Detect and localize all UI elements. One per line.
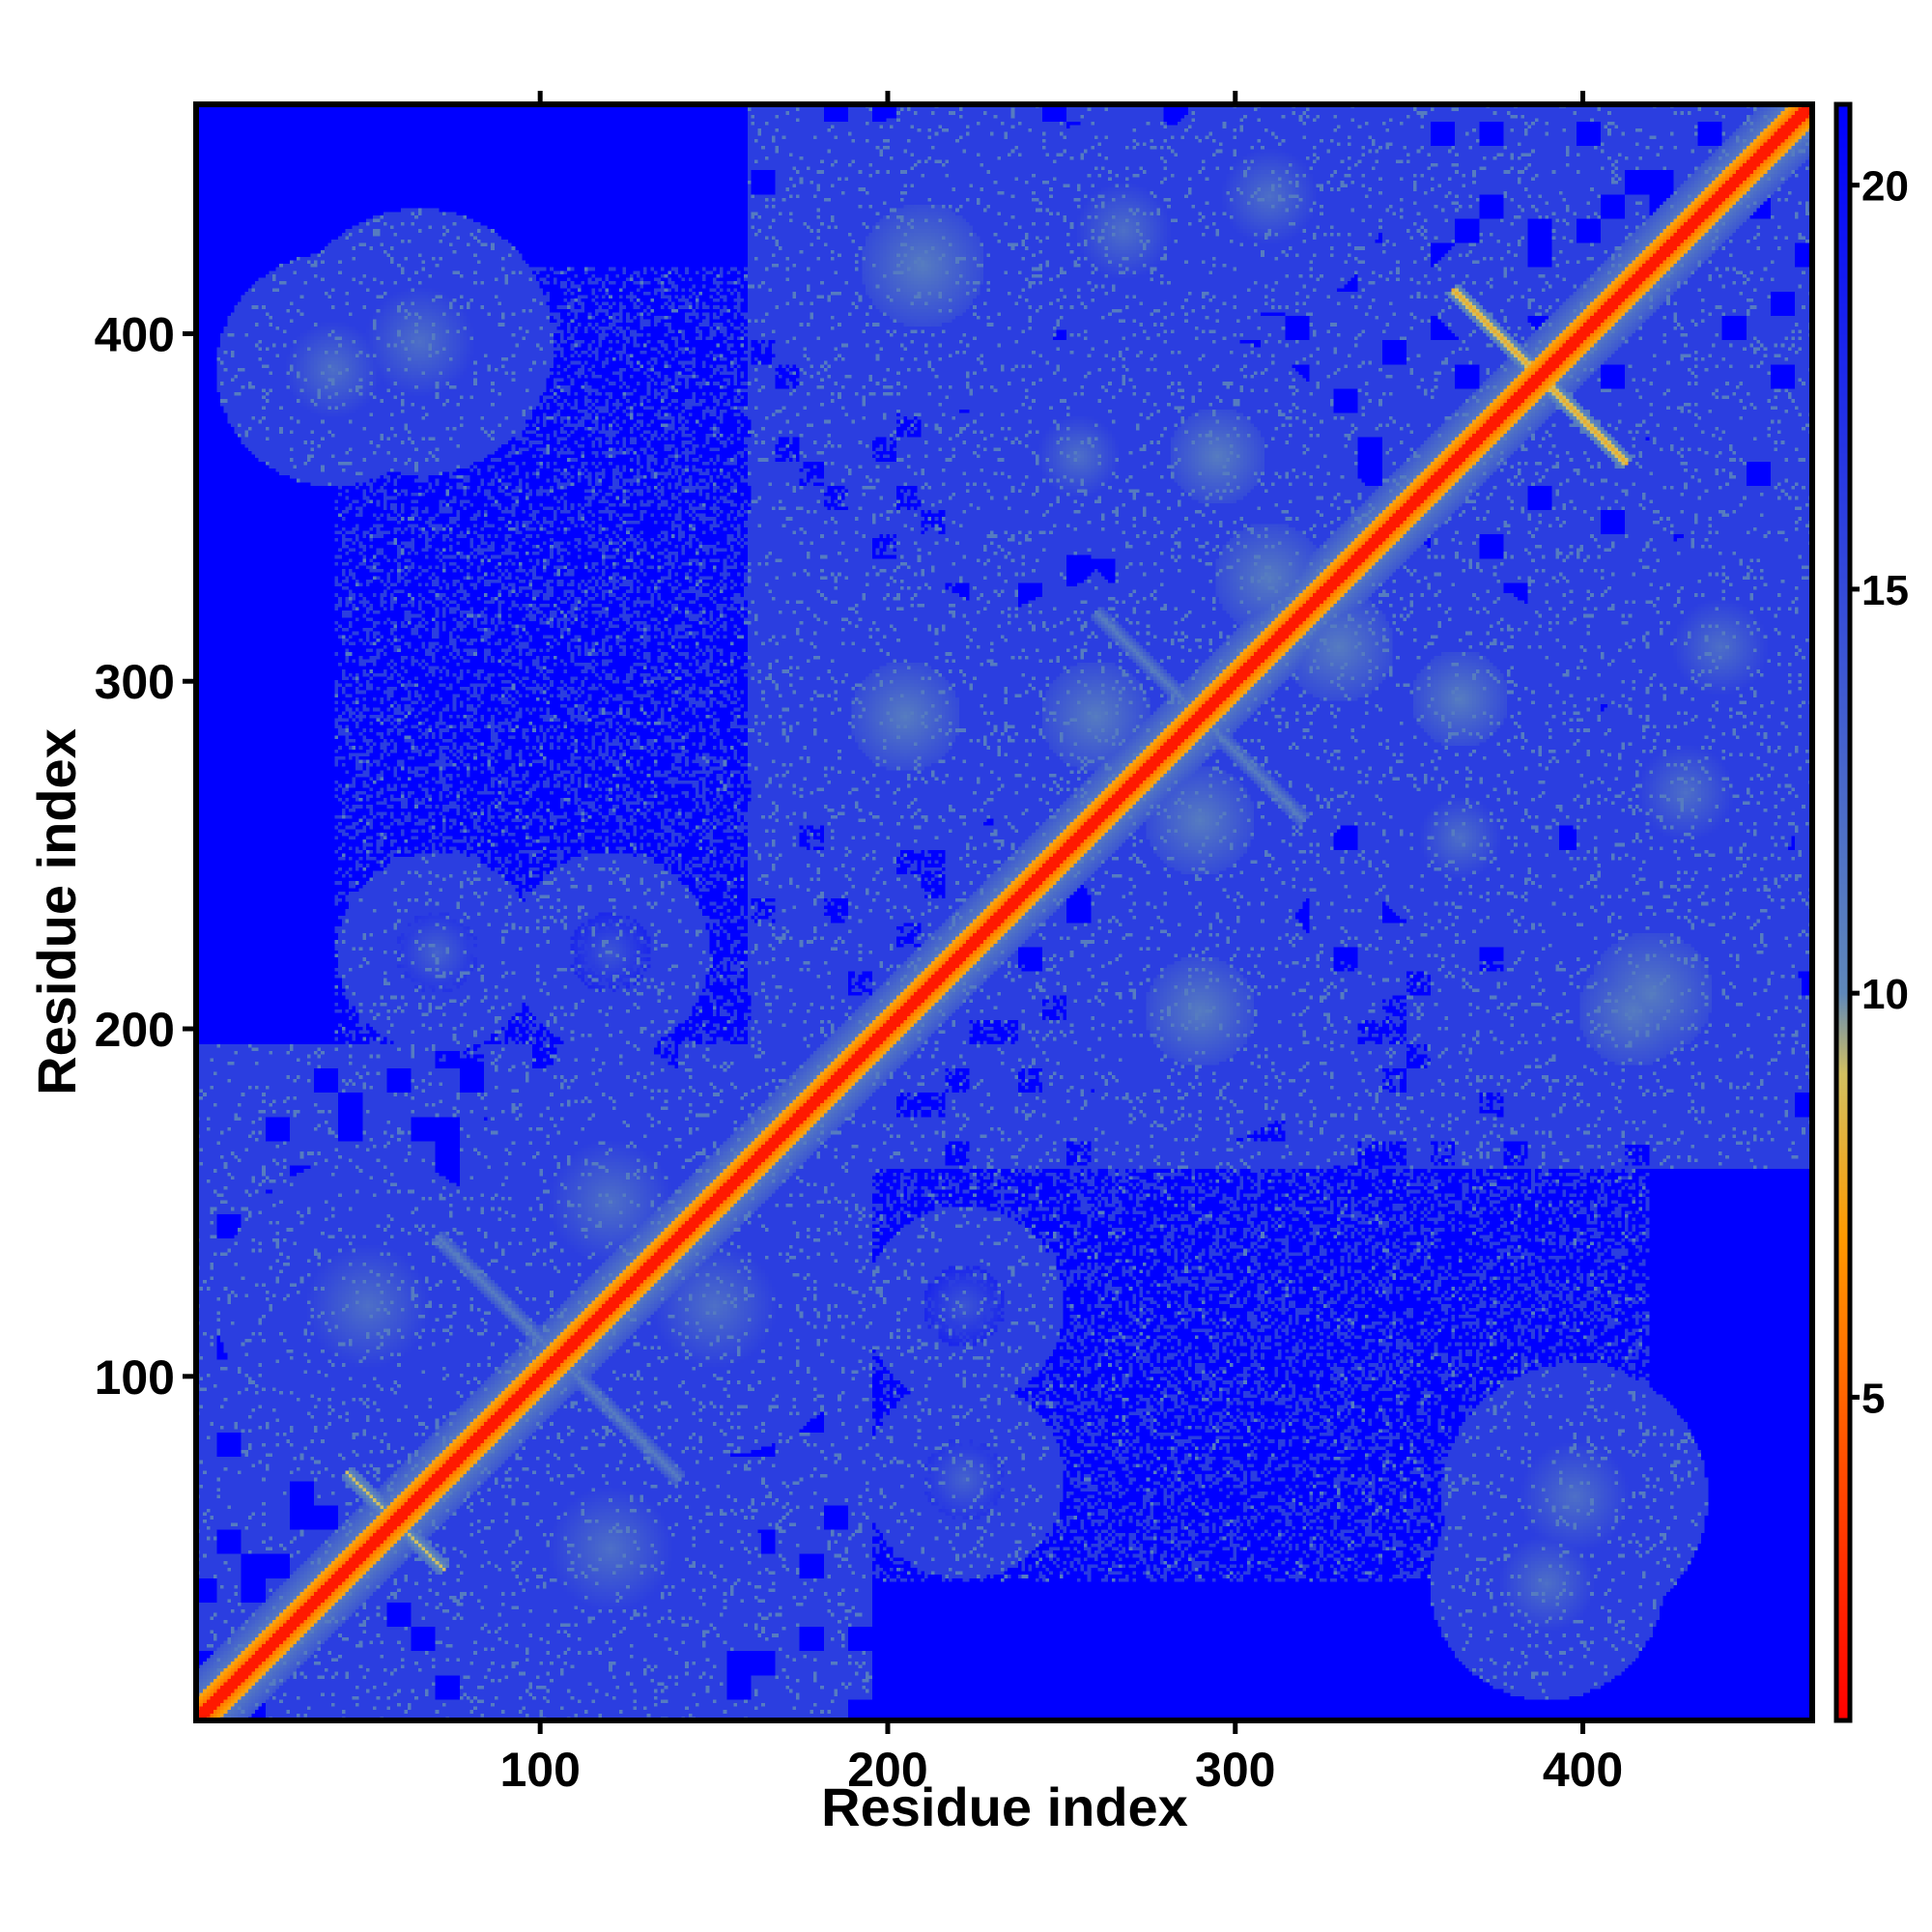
y-tick-label: 400	[95, 307, 175, 361]
x-tick-label: 300	[1195, 1743, 1275, 1797]
x-axis-title: Residue index	[821, 1776, 1188, 1837]
x-tick-label: 200	[847, 1743, 927, 1797]
colorbar-tick-label: 20	[1861, 163, 1909, 211]
colorbar-tick-label: 5	[1861, 1375, 1885, 1422]
y-axis-ticks: 100 200 300 400	[95, 307, 196, 1405]
x-tick-label: 100	[499, 1743, 580, 1797]
y-axis-title: Residue index	[26, 728, 87, 1095]
heatmap-plot	[193, 101, 1815, 1723]
colorbar: 5 10 15 20	[1833, 101, 1909, 1723]
plot-frame	[193, 101, 1815, 1723]
y-tick-label: 200	[95, 1003, 175, 1057]
heatmap-image	[196, 104, 1812, 1720]
colorbar-gradient	[1833, 101, 1853, 1723]
y-tick-label: 100	[95, 1350, 175, 1405]
y-tick-label: 300	[95, 655, 175, 709]
colorbar-tick-label: 10	[1861, 971, 1909, 1018]
x-axis-ticks: 100 200 300 400	[499, 91, 1623, 1797]
colorbar-ticks: 5 10 15 20	[1850, 163, 1909, 1422]
colorbar-tick-label: 15	[1861, 567, 1909, 614]
x-tick-label: 400	[1543, 1743, 1623, 1797]
